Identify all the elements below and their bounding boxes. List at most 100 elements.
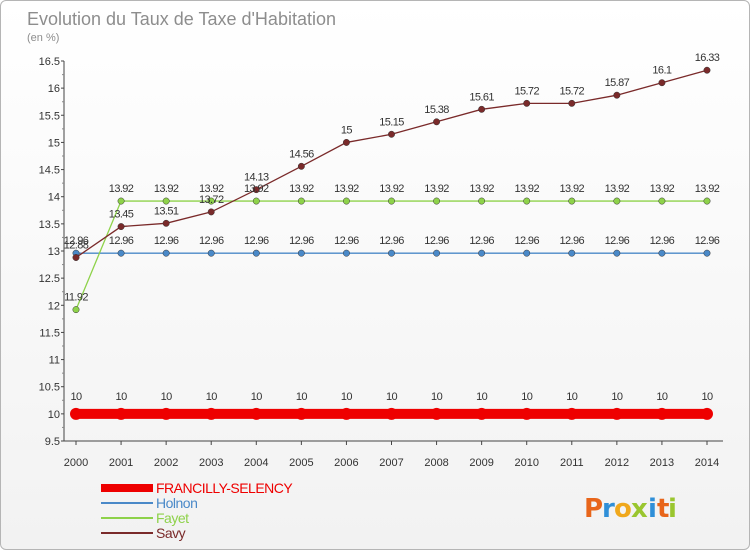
point-holnon xyxy=(252,249,260,257)
point-savy xyxy=(162,219,170,227)
y-tick-label: 15.5 xyxy=(39,110,60,122)
data-label-holnon: 12.96 xyxy=(695,235,720,247)
data-label-holnon: 12.96 xyxy=(334,235,359,247)
data-label-francilly-selency: 10 xyxy=(431,391,443,403)
point-savy xyxy=(72,254,80,261)
point-fayet xyxy=(207,197,215,205)
x-tick-label: 2002 xyxy=(154,457,178,469)
data-label-holnon: 12.96 xyxy=(560,235,585,247)
point-fayet xyxy=(478,197,486,205)
data-label-savy: 13.45 xyxy=(109,209,134,221)
x-tick-label: 2004 xyxy=(244,457,268,469)
point-fayet xyxy=(117,197,125,205)
point-fayet xyxy=(162,197,170,205)
point-holnon xyxy=(342,249,350,257)
data-label-fayet: 13.92 xyxy=(650,183,675,195)
point-holnon xyxy=(207,249,215,257)
point-francilly-selency xyxy=(340,407,353,420)
point-francilly-selency xyxy=(520,407,533,420)
point-holnon xyxy=(162,249,170,257)
data-label-holnon: 12.96 xyxy=(514,235,539,247)
data-label-fayet: 13.92 xyxy=(154,183,179,195)
x-tick-label: 2010 xyxy=(514,457,538,469)
series-line-savy xyxy=(75,69,708,259)
proxiti-logo: Pr o x i ti xyxy=(584,494,677,524)
data-label-savy: 13.51 xyxy=(154,205,179,217)
data-label-savy: 15.61 xyxy=(469,91,494,103)
data-label-holnon: 12.96 xyxy=(424,235,449,247)
y-tick-label: 10 xyxy=(48,409,60,421)
point-fayet xyxy=(342,197,350,205)
point-savy xyxy=(297,162,305,170)
x-tick-label: 2012 xyxy=(605,457,629,469)
data-label-holnon: 12.96 xyxy=(154,235,179,247)
logo-letter: o xyxy=(614,494,632,524)
point-francilly-selency xyxy=(160,407,173,420)
data-label-holnon: 12.96 xyxy=(469,235,494,247)
data-label-fayet: 13.92 xyxy=(469,183,494,195)
data-label-francilly-selency: 10 xyxy=(296,391,308,403)
data-label-fayet: 13.92 xyxy=(514,183,539,195)
data-label-fayet: 13.92 xyxy=(199,183,224,195)
data-label-francilly-selency: 10 xyxy=(206,391,218,403)
data-label-savy: 15.38 xyxy=(424,104,449,116)
point-holnon xyxy=(433,249,441,257)
point-holnon xyxy=(613,249,621,257)
y-tick-label: 10.5 xyxy=(39,382,60,394)
point-fayet xyxy=(297,197,305,205)
y-tick-label: 9.5 xyxy=(45,436,60,448)
point-fayet xyxy=(658,197,666,205)
point-holnon xyxy=(297,249,305,257)
data-label-francilly-selency: 10 xyxy=(656,391,668,403)
logo-letter: i xyxy=(648,494,657,524)
data-label-francilly-selency: 10 xyxy=(701,391,713,403)
point-holnon xyxy=(658,249,666,257)
point-savy xyxy=(207,208,215,216)
data-label-holnon: 12.96 xyxy=(199,235,224,247)
x-tick-label: 2003 xyxy=(199,457,223,469)
chart-subtitle: (en %) xyxy=(27,32,59,44)
point-savy xyxy=(433,118,441,126)
y-tick-label: 11 xyxy=(49,355,60,367)
point-savy xyxy=(252,186,260,194)
point-holnon xyxy=(478,249,486,257)
point-fayet xyxy=(433,197,441,205)
point-savy xyxy=(703,66,711,74)
data-label-fayet: 11.92 xyxy=(64,292,88,304)
point-savy xyxy=(478,105,486,113)
data-label-fayet: 13.92 xyxy=(560,183,585,195)
series-layer xyxy=(70,66,713,420)
point-francilly-selency xyxy=(205,407,218,420)
point-francilly-selency xyxy=(115,407,128,420)
x-tick-label: 2009 xyxy=(469,457,493,469)
y-tick-label: 16.5 xyxy=(39,56,60,68)
point-savy xyxy=(523,99,531,107)
point-francilly-selency xyxy=(70,407,82,420)
data-label-holnon: 12.96 xyxy=(605,235,630,247)
point-francilly-selency xyxy=(385,407,398,420)
point-francilly-selency xyxy=(250,407,263,420)
data-label-fayet: 13.92 xyxy=(379,183,404,195)
point-holnon xyxy=(568,249,576,257)
y-tick-label: 12 xyxy=(48,300,60,312)
data-label-holnon: 12.96 xyxy=(289,235,314,247)
point-holnon xyxy=(523,249,531,257)
data-label-francilly-selency: 10 xyxy=(70,391,82,403)
x-tick-label: 2013 xyxy=(650,457,674,469)
data-label-fayet: 13.92 xyxy=(334,183,359,195)
point-fayet xyxy=(72,306,80,314)
data-label-savy: 14.13 xyxy=(244,172,269,184)
data-label-savy: 15.15 xyxy=(379,116,404,128)
data-label-savy: 15.72 xyxy=(514,85,539,97)
data-label-francilly-selency: 10 xyxy=(116,391,128,403)
data-label-savy: 16.33 xyxy=(695,52,720,64)
point-fayet xyxy=(252,197,260,205)
data-label-savy: 16.1 xyxy=(652,65,671,77)
point-francilly-selency xyxy=(295,407,308,420)
data-label-francilly-selency: 10 xyxy=(611,391,623,403)
data-label-holnon: 12.96 xyxy=(650,235,675,247)
point-holnon xyxy=(388,249,395,257)
